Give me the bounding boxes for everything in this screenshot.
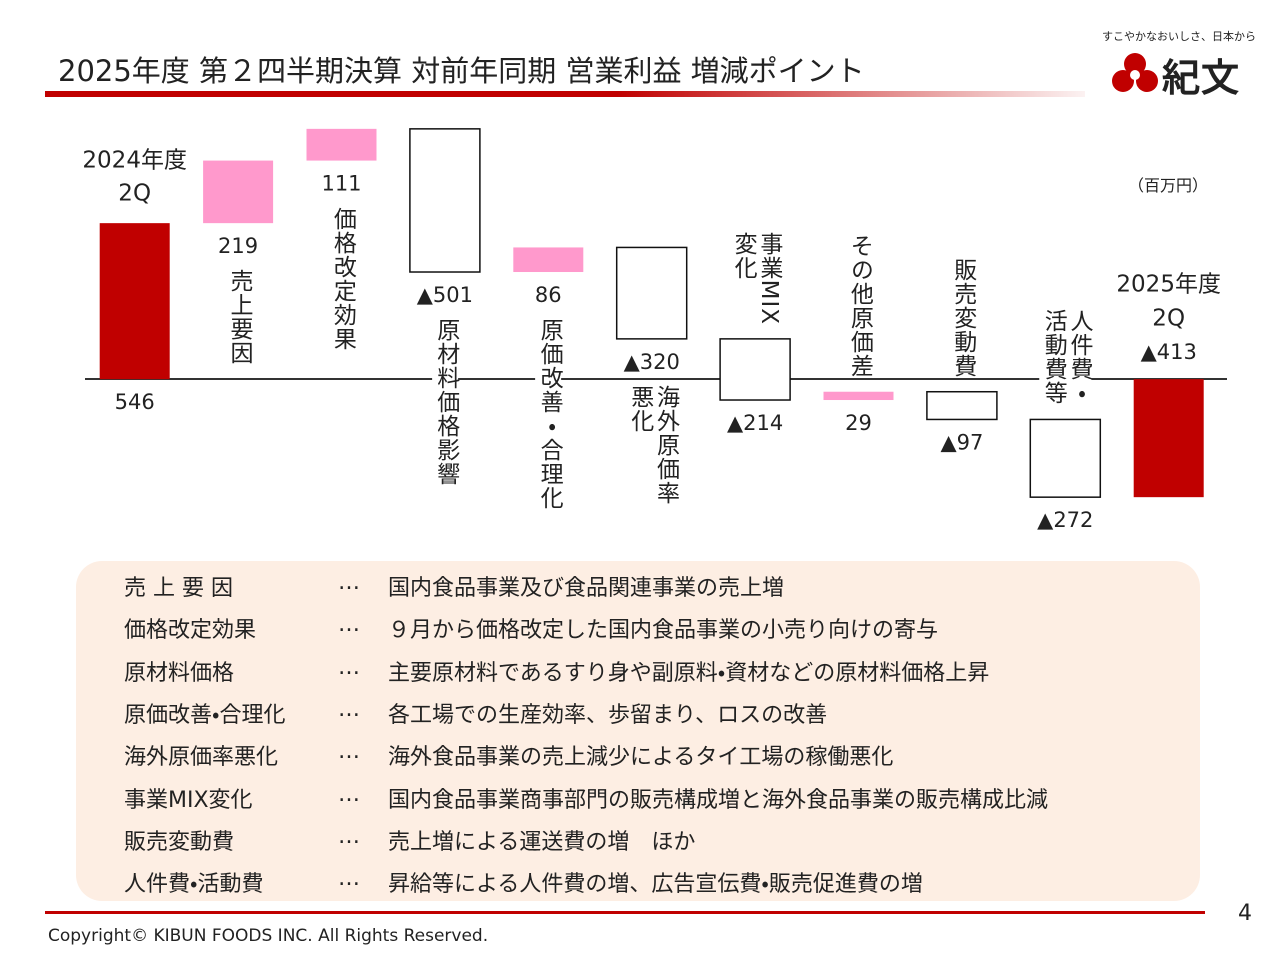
note-term: 売 上 要 因	[124, 576, 233, 601]
notes-box	[76, 561, 1200, 901]
category-label: 2025年度 2Q	[1116, 271, 1221, 331]
note-separator: …	[338, 570, 360, 595]
note-term: 事業MIX変化	[124, 787, 253, 813]
category-label: 人件費・ 活動費等	[1039, 309, 1093, 406]
category-label: 売上要因	[225, 269, 252, 366]
note-separator: …	[338, 866, 360, 892]
logo-text: 紀文	[1162, 56, 1241, 100]
note-description: 国内食品事業商事部門の販売構成増と海外食品事業の販売構成比減	[388, 787, 1049, 813]
note-term: 人件費・活動費	[124, 872, 264, 898]
value-label: 111	[321, 172, 361, 196]
note-description: 昇給等による人件費の増、広告宣伝費・販売促進費の増	[388, 872, 923, 898]
category-label: 事業MIX 変化	[729, 231, 782, 325]
note-description: 国内食品事業及び食品関連事業の売上増	[388, 576, 785, 601]
note-term: 原価改善・合理化	[124, 702, 286, 728]
note-separator: …	[338, 654, 360, 680]
category-label: 販売変動費	[949, 257, 976, 378]
logo-mark	[1112, 53, 1158, 92]
note-description: 海外食品事業の売上減少によるタイ工場の稼働悪化	[388, 745, 894, 771]
bar	[615, 246, 688, 340]
note-term: 価格改定効果	[124, 618, 257, 644]
note-description: 主要原材料であるすり身や副原料・資材などの原材料価格上昇	[388, 660, 990, 686]
value-label: ▲272	[1037, 508, 1093, 532]
category-label: その他原価差	[845, 233, 873, 378]
category-label: 原価改善・合理化	[535, 318, 563, 510]
bar	[513, 247, 584, 273]
category-label: 海外原価率 悪化	[625, 384, 679, 505]
value-label: ▲501	[417, 283, 473, 307]
bar	[1133, 379, 1204, 498]
slide-title: 2025年度 第２四半期決算 対前年同期 営業利益 増減ポイント	[58, 54, 865, 88]
bar	[823, 391, 894, 401]
value-label: 546	[115, 390, 155, 414]
bar	[203, 160, 274, 224]
note-term: 原材料価格	[124, 660, 235, 686]
category-label: 価格改定効果	[328, 206, 356, 351]
note-separator: …	[338, 781, 360, 807]
note-separator: …	[338, 612, 360, 638]
bar	[99, 223, 170, 380]
note-separator: …	[338, 823, 360, 849]
title-underline	[45, 91, 1085, 97]
note-separator: …	[338, 696, 360, 722]
copyright: Copyright© KIBUN FOODS INC. All Rights R…	[48, 926, 489, 946]
bar	[409, 128, 481, 273]
value-label: ▲97	[940, 430, 983, 454]
note-separator: …	[338, 739, 360, 765]
note-description: 売上増による運送費の増 ほか	[388, 829, 696, 855]
bar	[306, 128, 377, 161]
value-label: ▲214	[727, 411, 783, 435]
note-description: ９月から価格改定した国内食品事業の小売り向けの寄与	[388, 618, 939, 644]
bar	[719, 338, 791, 401]
note-term: 海外原価率悪化	[124, 745, 279, 771]
page-number: 4	[1238, 901, 1252, 926]
footer-line	[45, 911, 1205, 914]
note-description: 各工場での生産効率、歩留まり、ロスの改善	[388, 702, 828, 728]
logo-tagline: すこやかなおいしさ、日本から	[1102, 30, 1256, 43]
category-label: 原材料価格影響	[432, 318, 459, 486]
value-label: 29	[845, 411, 872, 435]
bar	[926, 390, 998, 421]
value-label: ▲413	[1141, 340, 1197, 364]
value-label: 219	[218, 234, 258, 258]
unit-label: （百万円）	[1128, 176, 1209, 195]
category-label: 2024年度 2Q	[82, 147, 187, 207]
value-label: 86	[535, 283, 562, 307]
note-term: 販売変動費	[124, 829, 235, 855]
bar	[1029, 418, 1102, 498]
waterfall-chart: 546 219 111 ▲501 86 ▲320 ▲214 29 ▲97 ▲272 ▲413	[85, 128, 1227, 532]
value-label: ▲320	[624, 350, 680, 374]
